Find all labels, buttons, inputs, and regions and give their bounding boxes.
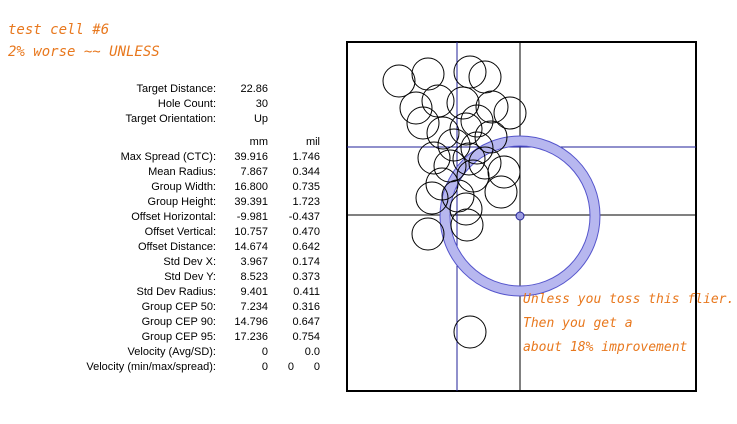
- stat-mil: 0.174: [292, 256, 320, 268]
- bullet-hole: [406, 106, 440, 140]
- info-value: 30: [255, 98, 268, 110]
- bullet-hole: [456, 159, 490, 193]
- stat-mil: 0.470: [292, 226, 320, 238]
- group-center-marker: [515, 211, 525, 221]
- stat-mm: 16.800: [234, 181, 268, 193]
- bullet-hole: [452, 142, 486, 176]
- info-label: Target Distance:: [136, 83, 216, 95]
- stat-mm: 10.757: [234, 226, 268, 238]
- stat-mm: 14.796: [234, 316, 268, 328]
- bullet-hole: [475, 90, 509, 124]
- stat-mil: 0.344: [292, 166, 320, 178]
- cep-ring: [440, 136, 600, 296]
- bullet-hole: [487, 155, 521, 189]
- stat-mil: 0.642: [292, 241, 320, 253]
- bullet-hole: [450, 208, 484, 242]
- target-plot: [346, 41, 697, 392]
- title-line-1: test cell #6: [8, 22, 110, 38]
- bullet-hole: [474, 120, 508, 154]
- title-line-2: 2% worse ~~ UNLESS: [8, 44, 160, 60]
- velocity-spread: 0: [313, 361, 320, 373]
- stat-mil: 1.746: [292, 151, 320, 163]
- bullet-hole: [399, 91, 433, 125]
- cep-ring-inner-edge: [449, 145, 591, 287]
- stat-mil: 0.0: [304, 346, 320, 358]
- stat-label: Group Width:: [151, 181, 216, 193]
- stat-label: Velocity (Avg/SD):: [127, 346, 216, 358]
- stat-mm: 3.967: [240, 256, 268, 268]
- stat-mil: 0.411: [293, 286, 320, 298]
- bullet-hole: [415, 181, 449, 215]
- stat-label: Std Dev Y:: [164, 271, 216, 283]
- bullet-holes: [382, 55, 527, 349]
- bullet-hole: [411, 57, 445, 91]
- info-value: Up: [253, 113, 268, 125]
- stat-mm: 8.523: [240, 271, 268, 283]
- info-label: Hole Count:: [157, 98, 216, 110]
- bullet-hole: [411, 217, 445, 251]
- info-label: Target Orientation:: [125, 113, 217, 125]
- bullet-hole: [484, 175, 518, 209]
- stat-mil: 0.735: [292, 181, 320, 193]
- annotation-line-1: Unless you toss this flier.: [523, 292, 735, 307]
- bullet-hole: [493, 96, 527, 130]
- stat-mm: 39.391: [234, 196, 268, 208]
- stat-mm: 0: [261, 346, 268, 358]
- stat-mil: 0.373: [292, 271, 320, 283]
- stat-label: Group CEP 50:: [141, 301, 216, 313]
- stat-mil: 0.754: [292, 331, 320, 343]
- stat-label: Group CEP 95:: [141, 331, 216, 343]
- bullet-hole: [460, 131, 494, 165]
- unit-mil: mil: [305, 136, 320, 148]
- bullet-hole-flier: [453, 315, 487, 349]
- stat-mil: -0.437: [288, 211, 320, 223]
- stat-label: Std Dev Radius:: [136, 286, 216, 298]
- stat-mm: 7.867: [240, 166, 268, 178]
- stat-label: Offset Vertical:: [144, 226, 216, 238]
- velocity-max: 0: [287, 361, 294, 373]
- bullet-hole: [382, 64, 416, 98]
- stat-mil: 1.723: [292, 196, 320, 208]
- bullet-hole: [453, 55, 487, 89]
- bullet-hole: [437, 128, 471, 162]
- stat-label: Offset Horizontal:: [131, 211, 216, 223]
- stat-mm: 17.236: [234, 331, 268, 343]
- bullet-hole: [468, 146, 502, 180]
- stat-label: Max Spread (CTC):: [120, 151, 216, 163]
- stat-label: Std Dev X:: [163, 256, 216, 268]
- cep-ring-outer-edge: [439, 135, 601, 297]
- velocity-spread-label: Velocity (min/max/spread):: [86, 361, 216, 373]
- stat-mil: 0.647: [292, 316, 320, 328]
- stat-mm: 14.674: [234, 241, 268, 253]
- stat-mm: 9.401: [240, 286, 268, 298]
- annotation-line-3: about 18% improvement: [523, 340, 688, 355]
- stat-mm: 39.916: [234, 151, 268, 163]
- bullet-hole: [449, 192, 483, 226]
- stat-label: Group Height:: [147, 196, 216, 208]
- stat-mm: 7.234: [240, 301, 268, 313]
- unit-mm: mm: [249, 136, 268, 148]
- annotation-line-2: Then you get a: [523, 316, 633, 331]
- velocity-min: 0: [261, 361, 268, 373]
- stat-mil: 0.316: [292, 301, 320, 313]
- stat-label: Offset Distance:: [137, 241, 216, 253]
- bullet-hole: [417, 141, 451, 175]
- bullet-hole: [426, 116, 460, 150]
- bullet-hole: [446, 86, 480, 120]
- stat-label: Mean Radius:: [148, 166, 216, 178]
- stat-label: Group CEP 90:: [141, 316, 216, 328]
- info-value: 22.86: [240, 83, 268, 95]
- stat-mm: -9.981: [236, 211, 268, 223]
